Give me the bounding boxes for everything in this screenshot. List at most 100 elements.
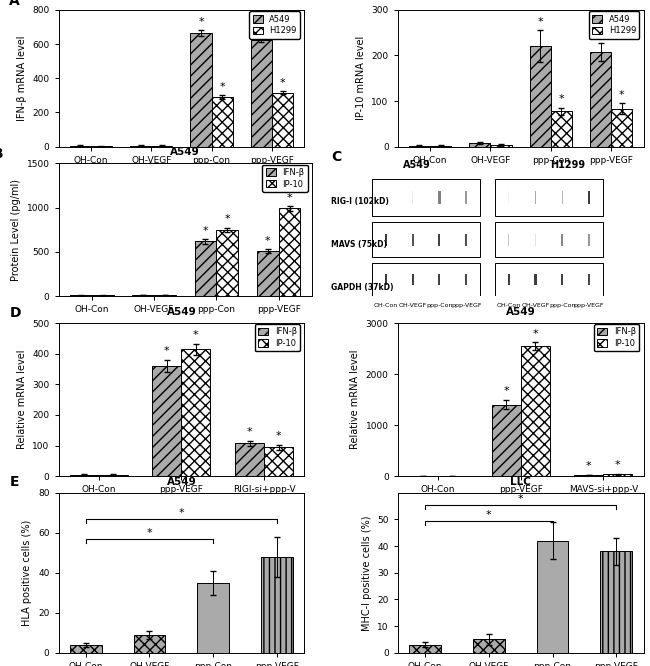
FancyBboxPatch shape — [411, 274, 413, 286]
FancyBboxPatch shape — [495, 262, 603, 296]
Y-axis label: Protein Level (pg/ml): Protein Level (pg/ml) — [11, 178, 21, 281]
Title: LLC: LLC — [510, 476, 531, 486]
Text: *: * — [280, 78, 285, 88]
FancyBboxPatch shape — [385, 274, 387, 286]
Bar — [590, 53, 611, 147]
Bar — [601, 551, 632, 653]
FancyBboxPatch shape — [508, 191, 509, 204]
Legend: IFN-β, IP-10: IFN-β, IP-10 — [594, 324, 640, 351]
Bar — [154, 295, 176, 296]
Bar — [430, 146, 451, 147]
FancyBboxPatch shape — [465, 191, 467, 204]
Text: *: * — [486, 510, 491, 520]
Y-axis label: MHC-I positive cells (%): MHC-I positive cells (%) — [361, 515, 372, 631]
Text: OH-VEGF: OH-VEGF — [521, 303, 550, 308]
Text: A: A — [9, 0, 20, 7]
Bar — [257, 251, 279, 296]
FancyBboxPatch shape — [508, 274, 510, 286]
Text: *: * — [179, 507, 184, 518]
FancyBboxPatch shape — [411, 234, 413, 246]
Bar — [251, 40, 272, 147]
Text: C: C — [332, 150, 342, 165]
Text: *: * — [538, 17, 543, 27]
FancyBboxPatch shape — [412, 191, 413, 204]
Bar — [469, 143, 490, 147]
Bar — [133, 635, 166, 653]
FancyBboxPatch shape — [588, 274, 590, 286]
Bar — [130, 146, 151, 147]
FancyBboxPatch shape — [465, 234, 467, 246]
Bar — [181, 349, 211, 476]
Text: *: * — [619, 90, 625, 100]
FancyBboxPatch shape — [438, 234, 441, 246]
Text: OH-VEGF: OH-VEGF — [398, 303, 426, 308]
FancyBboxPatch shape — [372, 222, 480, 257]
Y-axis label: IP-10 mRNA level: IP-10 mRNA level — [356, 36, 366, 121]
Text: GAPDH (37kD): GAPDH (37kD) — [332, 283, 394, 292]
Bar — [409, 146, 430, 147]
Text: *: * — [193, 330, 199, 340]
Bar — [261, 557, 293, 653]
Bar — [264, 447, 293, 476]
Y-axis label: IFN-β mRNA level: IFN-β mRNA level — [17, 35, 27, 121]
Y-axis label: Relative mRNA level: Relative mRNA level — [350, 350, 360, 450]
Legend: IFN-β, IP-10: IFN-β, IP-10 — [263, 165, 308, 192]
Text: *: * — [247, 427, 252, 437]
Text: *: * — [203, 226, 208, 236]
Bar — [521, 346, 549, 476]
Bar — [216, 230, 238, 296]
Text: *: * — [265, 236, 270, 246]
Text: RIG-I (102kD): RIG-I (102kD) — [332, 197, 389, 206]
Bar — [235, 443, 264, 476]
Text: OH-Con: OH-Con — [497, 303, 521, 308]
FancyBboxPatch shape — [385, 191, 387, 204]
FancyBboxPatch shape — [535, 234, 536, 246]
Title: A549: A549 — [166, 306, 196, 316]
Title: A549: A549 — [170, 147, 200, 157]
Text: *: * — [287, 193, 292, 203]
Text: *: * — [198, 17, 204, 27]
FancyBboxPatch shape — [372, 179, 480, 216]
Y-axis label: HLA positive cells (%): HLA positive cells (%) — [22, 519, 32, 626]
Bar — [603, 474, 632, 476]
Bar — [212, 97, 233, 147]
Bar — [70, 475, 99, 476]
FancyBboxPatch shape — [438, 191, 441, 204]
Text: *: * — [219, 81, 225, 91]
Bar — [575, 475, 603, 476]
FancyBboxPatch shape — [562, 234, 564, 246]
Bar — [194, 241, 216, 296]
Bar — [70, 645, 101, 653]
FancyBboxPatch shape — [495, 222, 603, 257]
Text: MAVS (75kD): MAVS (75kD) — [332, 240, 387, 249]
Bar — [99, 475, 127, 476]
FancyBboxPatch shape — [562, 191, 563, 204]
Text: *: * — [532, 328, 538, 338]
FancyBboxPatch shape — [588, 191, 590, 204]
FancyBboxPatch shape — [372, 262, 480, 296]
FancyBboxPatch shape — [385, 234, 387, 246]
Legend: A549, H1299: A549, H1299 — [250, 11, 300, 39]
Bar — [279, 208, 300, 296]
Text: ppp-VEGF: ppp-VEGF — [451, 303, 482, 308]
Bar — [551, 111, 572, 147]
Bar — [530, 47, 551, 147]
Text: *: * — [164, 346, 170, 356]
Text: *: * — [503, 386, 509, 396]
FancyBboxPatch shape — [438, 274, 441, 286]
Text: *: * — [224, 214, 230, 224]
FancyBboxPatch shape — [495, 179, 603, 216]
Bar — [473, 639, 504, 653]
Bar — [272, 93, 293, 147]
Legend: IFN-β, IP-10: IFN-β, IP-10 — [255, 324, 300, 351]
Text: *: * — [518, 494, 523, 504]
Text: D: D — [9, 306, 21, 320]
Legend: A549, H1299: A549, H1299 — [589, 11, 640, 39]
Bar — [153, 366, 181, 476]
Bar — [490, 145, 512, 147]
Text: *: * — [259, 24, 265, 34]
FancyBboxPatch shape — [465, 274, 467, 286]
Text: OH-Con: OH-Con — [374, 303, 398, 308]
Bar — [190, 33, 212, 147]
Text: ppp-VEGF: ppp-VEGF — [574, 303, 605, 308]
